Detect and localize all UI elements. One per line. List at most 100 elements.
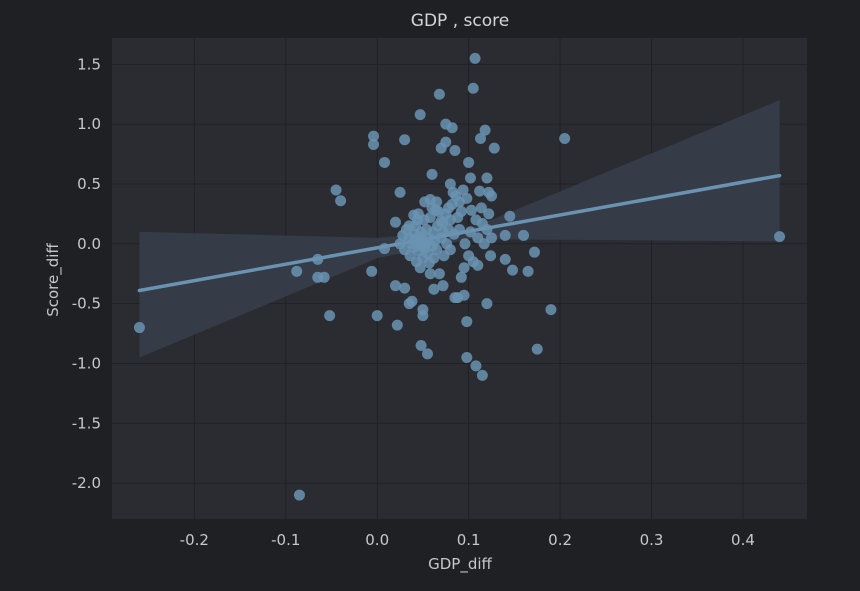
data-point: [389, 216, 401, 228]
data-point: [446, 198, 458, 210]
x-axis-label: GDP_diff: [428, 555, 492, 574]
data-point: [450, 190, 462, 202]
data-point: [474, 185, 486, 197]
data-point: [444, 244, 456, 256]
data-point: [379, 156, 391, 168]
data-point: [415, 340, 427, 352]
data-point: [411, 214, 423, 226]
regression-line: [137, 173, 782, 293]
y-axis-ticks: 1.5 1.0 0.5 0.0 -0.5 -1.0 -1.5 -2.0: [72, 55, 101, 492]
y-tick-label: 0.5: [77, 175, 101, 193]
data-point: [463, 156, 475, 168]
data-point: [504, 210, 516, 222]
data-point: [446, 122, 458, 134]
data-point: [406, 295, 418, 307]
data-point: [366, 265, 378, 277]
x-tick-label: 0.3: [640, 531, 664, 549]
data-point: [403, 220, 415, 232]
x-tick-label: 0.2: [548, 531, 572, 549]
data-point: [499, 253, 511, 265]
data-point: [476, 369, 488, 381]
data-point: [455, 205, 467, 217]
data-point: [457, 184, 469, 196]
data-point: [414, 109, 426, 121]
y-tick-label: 1.0: [77, 115, 101, 133]
data-point: [458, 289, 470, 301]
data-point: [318, 271, 330, 283]
x-tick-label: 0.4: [731, 531, 755, 549]
x-axis-ticks: -0.2 -0.1 0.0 0.1 0.2 0.3 0.4: [180, 531, 755, 549]
data-point: [389, 280, 401, 292]
x-tick-label: -0.1: [271, 531, 300, 549]
data-point: [485, 250, 497, 262]
data-point: [467, 256, 479, 268]
data-point: [449, 144, 461, 156]
data-point: [368, 138, 380, 150]
data-point: [435, 215, 447, 227]
x-tick-label: 0.0: [365, 531, 389, 549]
data-point: [399, 282, 411, 294]
data-point: [414, 262, 426, 274]
data-point: [478, 238, 490, 250]
y-tick-label: -0.5: [72, 295, 101, 313]
confidence-band: [139, 100, 780, 358]
data-point: [479, 124, 491, 136]
data-point: [437, 280, 449, 292]
data-point: [431, 244, 443, 256]
data-point: [440, 136, 452, 148]
data-point: [470, 214, 482, 226]
data-point: [461, 316, 473, 328]
data-point: [455, 271, 467, 283]
data-point: [330, 184, 342, 196]
data-point: [424, 194, 436, 206]
data-point: [371, 310, 383, 322]
data-point: [483, 186, 495, 198]
data-point: [428, 283, 440, 295]
data-point: [428, 252, 440, 264]
y-tick-label: -1.0: [72, 354, 101, 372]
data-point: [545, 304, 557, 316]
data-point: [421, 348, 433, 360]
data-point: [465, 204, 477, 216]
y-tick-label: 1.5: [77, 55, 101, 73]
data-point: [469, 52, 481, 64]
data-point: [458, 262, 470, 274]
data-point: [464, 172, 476, 184]
y-axis-label: Score_diff: [44, 243, 63, 317]
data-point: [335, 195, 347, 207]
data-point: [291, 265, 303, 277]
data-point: [475, 202, 487, 214]
data-point: [391, 319, 403, 331]
data-point: [368, 130, 380, 142]
data-point: [507, 264, 519, 276]
data-point: [433, 268, 445, 280]
data-point: [774, 231, 786, 243]
data-point: [528, 246, 540, 258]
data-points: [133, 52, 786, 501]
data-point: [424, 268, 436, 280]
data-point: [475, 133, 487, 145]
y-tick-label: 0.0: [77, 235, 101, 253]
y-tick-label: -1.5: [72, 414, 101, 432]
data-point: [133, 322, 145, 334]
y-tick-label: -2.0: [72, 474, 101, 492]
data-point: [417, 310, 429, 322]
x-tick-label: -0.2: [180, 531, 209, 549]
data-point: [293, 489, 305, 501]
data-point: [432, 205, 444, 217]
data-point: [559, 133, 571, 145]
data-point: [433, 88, 445, 100]
data-point: [488, 142, 500, 154]
data-point: [459, 238, 471, 250]
data-point: [461, 351, 473, 363]
data-point: [481, 172, 493, 184]
data-point: [399, 134, 411, 146]
data-point: [426, 168, 438, 180]
data-point: [470, 360, 482, 372]
x-tick-label: 0.1: [457, 531, 481, 549]
data-point: [518, 229, 530, 241]
data-point: [499, 229, 511, 241]
chart-title: GDP , score: [411, 11, 509, 31]
data-point: [483, 208, 495, 220]
